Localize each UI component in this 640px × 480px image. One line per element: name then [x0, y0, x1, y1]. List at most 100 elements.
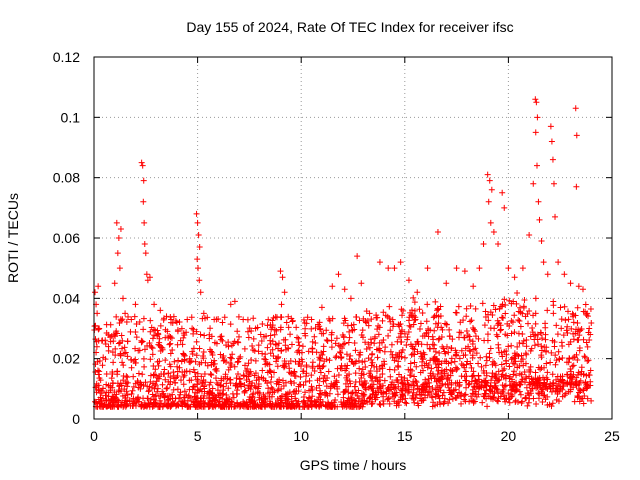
- data-point-bg: [109, 349, 116, 356]
- data-point-bg: [561, 303, 568, 310]
- data-point-bg: [493, 371, 500, 378]
- data-point-bg: [282, 379, 289, 386]
- data-point-bg: [518, 352, 525, 359]
- data-point-bg: [428, 365, 435, 372]
- data-point-bg: [188, 314, 195, 321]
- data-point-bg: [110, 380, 117, 387]
- data-point-bg: [105, 347, 112, 354]
- data-point: [95, 283, 102, 290]
- data-point-bg: [177, 337, 184, 344]
- data-point: [443, 280, 450, 287]
- data-point-bg: [336, 348, 343, 355]
- data-point-bg: [537, 329, 544, 336]
- data-point-bg: [567, 374, 574, 381]
- data-point-bg: [266, 398, 273, 405]
- data-point-bg: [109, 370, 116, 377]
- data-point-bg: [172, 317, 179, 324]
- data-point-bg: [359, 396, 366, 403]
- data-point-bg: [445, 372, 452, 379]
- data-point-bg: [376, 401, 383, 408]
- data-point: [294, 334, 301, 341]
- data-point-bg: [559, 355, 566, 362]
- data-point: [567, 280, 574, 287]
- y-tick-label: 0: [72, 411, 80, 427]
- data-point-bg: [151, 332, 158, 339]
- data-point-bg: [119, 337, 126, 344]
- data-point-bg: [519, 398, 526, 405]
- data-point: [511, 274, 518, 281]
- data-point-bg: [305, 395, 312, 402]
- data-point-bg: [411, 373, 418, 380]
- data-point-bg: [381, 361, 388, 368]
- data-point-bg: [284, 390, 291, 397]
- data-point-bg: [356, 378, 363, 385]
- data-point-bg: [242, 387, 249, 394]
- data-point-bg: [262, 401, 269, 408]
- data-point-bg: [128, 364, 135, 371]
- data-point-bg: [508, 317, 515, 324]
- data-point-bg: [574, 356, 581, 363]
- data-point-bg: [521, 379, 528, 386]
- data-point: [117, 225, 124, 232]
- data-point-bg: [549, 400, 556, 407]
- data-point-bg: [419, 309, 426, 316]
- data-point-bg: [317, 369, 324, 376]
- data-point-bg: [583, 339, 590, 346]
- data-point-bg: [270, 352, 277, 359]
- data-point-bg: [513, 300, 520, 307]
- data-point-bg: [588, 319, 595, 326]
- data-point: [193, 210, 200, 217]
- data-point-bg: [198, 398, 205, 405]
- data-point-bg: [119, 359, 126, 366]
- data-point-bg: [285, 396, 292, 403]
- data-point-bg: [522, 313, 529, 320]
- data-point-bg: [519, 340, 526, 347]
- data-point-bg: [352, 383, 359, 390]
- data-point-bg: [511, 368, 518, 375]
- data-point-bg: [441, 348, 448, 355]
- data-point: [572, 105, 579, 112]
- data-point-bg: [431, 341, 438, 348]
- data-point: [142, 250, 149, 257]
- data-point-bg: [436, 335, 443, 342]
- data-point-bg: [499, 367, 506, 374]
- data-point-bg: [352, 347, 359, 354]
- data-point-bg: [574, 304, 581, 311]
- data-point-bg: [541, 364, 548, 371]
- data-point-bg: [190, 326, 197, 333]
- data-point: [586, 325, 593, 332]
- data-point-bg: [267, 379, 274, 386]
- data-point-bg: [452, 380, 459, 387]
- data-point-bg: [539, 399, 546, 406]
- data-point-bg: [502, 398, 509, 405]
- data-point-bg: [461, 334, 468, 341]
- data-point-bg: [308, 383, 315, 390]
- data-point-bg: [360, 382, 367, 389]
- data-point-bg: [249, 400, 256, 407]
- data-point-bg: [147, 396, 154, 403]
- data-point-bg: [440, 389, 447, 396]
- data-point: [140, 198, 147, 205]
- data-point-bg: [237, 353, 244, 360]
- data-point-bg: [443, 343, 450, 350]
- x-tick-label: 10: [293, 428, 309, 444]
- data-point-bg: [322, 389, 329, 396]
- data-point: [561, 271, 568, 278]
- y-tick-label: 0.1: [61, 109, 81, 125]
- data-point-bg: [496, 305, 503, 312]
- data-point: [219, 319, 226, 326]
- data-point-bg: [514, 343, 521, 350]
- data-point-bg: [533, 401, 540, 408]
- data-point-bg: [258, 395, 265, 402]
- data-point-bg: [445, 360, 452, 367]
- data-point: [547, 123, 554, 130]
- data-point-bg: [410, 312, 417, 319]
- data-point-bg: [530, 380, 537, 387]
- data-point-bg: [527, 333, 534, 340]
- data-point-bg: [180, 373, 187, 380]
- data-point-bg: [227, 321, 234, 328]
- data-point-bg: [516, 381, 523, 388]
- data-point-bg: [250, 346, 257, 353]
- data-point-bg: [409, 350, 416, 357]
- data-point-bg: [441, 370, 448, 377]
